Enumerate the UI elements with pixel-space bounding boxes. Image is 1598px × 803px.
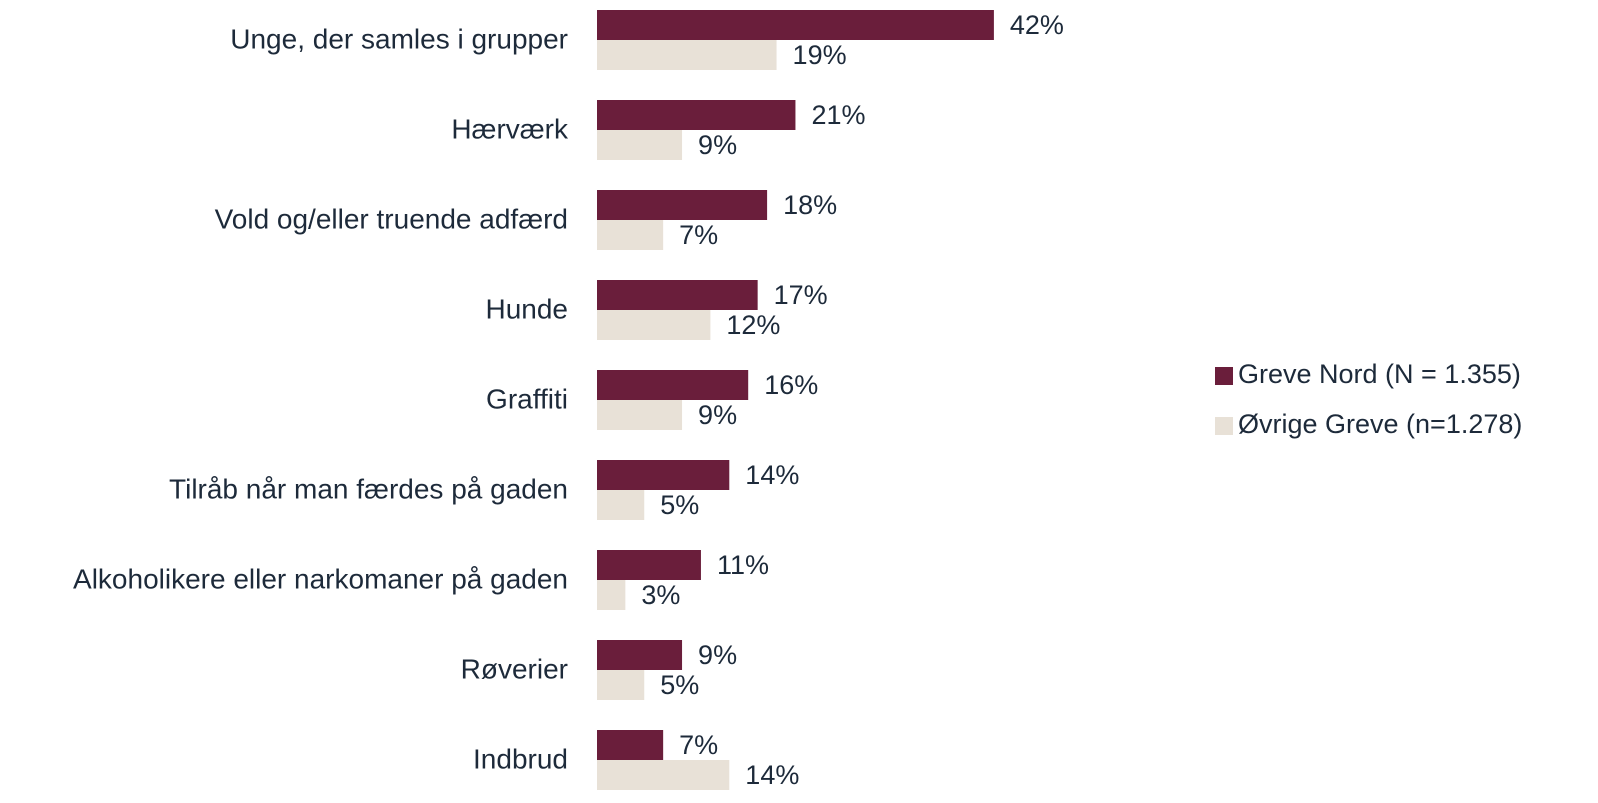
category-label: Tilråb når man færdes på gaden [169,473,568,504]
bar [597,310,711,340]
legend-label: Øvrige Greve (n=1.278) [1238,409,1522,439]
value-label: 17% [774,280,828,310]
value-label: 19% [793,40,847,70]
value-label: 12% [726,310,780,340]
bar [597,460,730,490]
bar [597,640,683,670]
category-label: Hærværk [451,113,569,144]
legend-label: Greve Nord (N = 1.355) [1238,359,1521,389]
category-label: Vold og/eller truende adfærd [215,203,568,234]
bar [597,730,664,760]
bar [597,370,749,400]
bar [597,10,994,40]
value-label: 5% [660,490,699,520]
value-label: 5% [660,670,699,700]
category-label: Graffiti [486,383,568,414]
bar [597,40,777,70]
bar [597,400,683,430]
bar [597,490,645,520]
value-label: 42% [1010,10,1064,40]
value-label: 21% [811,100,865,130]
bar [597,280,758,310]
value-label: 14% [745,760,799,790]
legend-swatch [1215,367,1233,385]
bar [597,100,796,130]
bar [597,580,626,610]
value-label: 9% [698,400,737,430]
bar [597,670,645,700]
bar [597,130,683,160]
bar [597,550,701,580]
value-label: 14% [745,460,799,490]
category-label: Indbrud [473,743,568,774]
value-label: 3% [641,580,680,610]
value-label: 16% [764,370,818,400]
value-label: 11% [717,550,769,580]
value-label: 18% [783,190,837,220]
category-label: Røverier [461,653,568,684]
value-label: 9% [698,640,737,670]
value-label: 7% [679,220,718,250]
bar [597,190,768,220]
bar [597,220,664,250]
category-label: Alkoholikere eller narkomaner på gaden [73,563,568,594]
legend-swatch [1215,417,1233,435]
category-label: Unge, der samles i grupper [230,23,568,54]
value-label: 9% [698,130,737,160]
bar [597,760,730,790]
category-label: Hunde [485,293,568,324]
value-label: 7% [679,730,718,760]
